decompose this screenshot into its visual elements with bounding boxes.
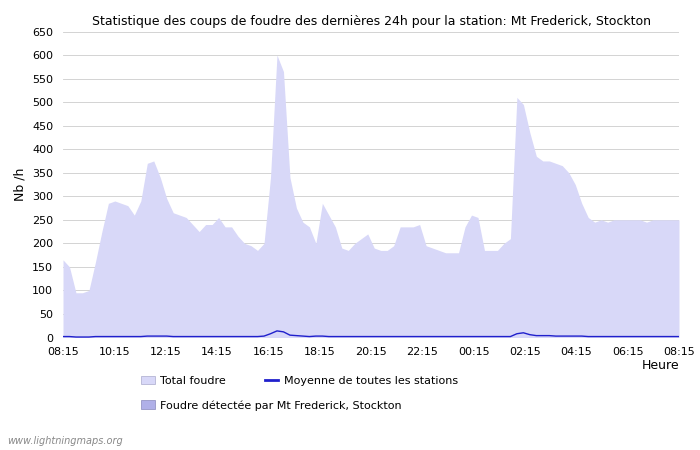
Legend: Foudre détectée par Mt Frederick, Stockton: Foudre détectée par Mt Frederick, Stockt… [137,396,406,415]
Text: Heure: Heure [641,359,679,372]
Text: www.lightningmaps.org: www.lightningmaps.org [7,436,122,446]
Y-axis label: Nb /h: Nb /h [13,168,27,201]
Title: Statistique des coups de foudre des dernières 24h pour la station: Mt Frederick,: Statistique des coups de foudre des dern… [92,14,650,27]
